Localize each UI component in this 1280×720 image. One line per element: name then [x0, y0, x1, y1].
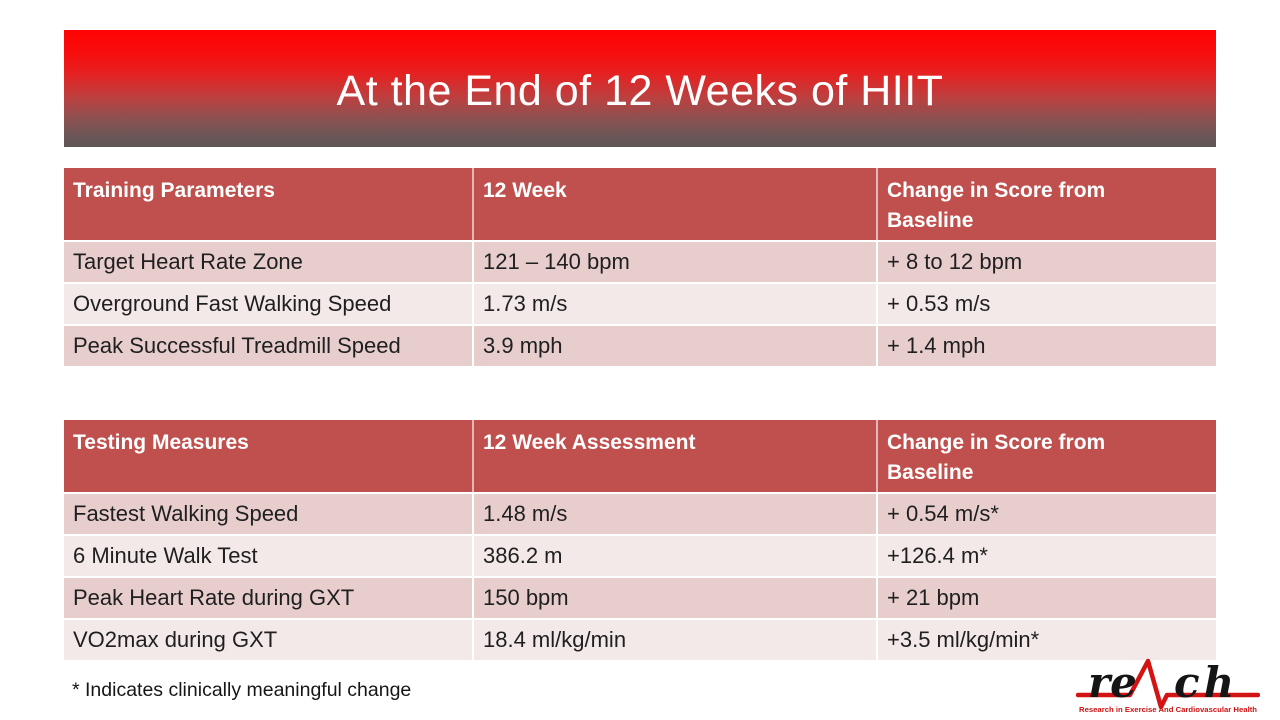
table-cell: + 1.4 mph [876, 324, 1216, 366]
table-row: VO2max during GXT 18.4 ml/kg/min +3.5 ml… [64, 618, 1216, 660]
table-cell: Peak Successful Treadmill Speed [64, 324, 472, 366]
footnote: * Indicates clinically meaningful change [72, 679, 412, 701]
column-header: Testing Measures [64, 420, 472, 492]
logo-word-re: re [1088, 658, 1137, 707]
table-cell: 150 bpm [472, 576, 876, 618]
table-cell: 386.2 m [472, 534, 876, 576]
table-cell: 121 – 140 bpm [472, 240, 876, 282]
table-cell: Target Heart Rate Zone [64, 240, 472, 282]
logo-tagline: Research in Exercise And Cardiovascular … [1079, 707, 1257, 714]
table-cell: + 21 bpm [876, 576, 1216, 618]
table-cell: 1.48 m/s [472, 492, 876, 534]
column-header: Change in Score from Baseline [876, 420, 1216, 492]
table-cell: Peak Heart Rate during GXT [64, 576, 472, 618]
column-header: 12 Week Assessment [472, 420, 876, 492]
column-header: Change in Score from Baseline [876, 168, 1216, 240]
table-cell: + 8 to 12 bpm [876, 240, 1216, 282]
table-row: Fastest Walking Speed 1.48 m/s + 0.54 m/… [64, 492, 1216, 534]
slide-title: At the End of 12 Weeks of HIIT [336, 67, 944, 115]
table-cell: 6 Minute Walk Test [64, 534, 472, 576]
table-cell: 18.4 ml/kg/min [472, 618, 876, 660]
logo-word-ch: ch [1174, 658, 1238, 707]
table-row: 6 Minute Walk Test 386.2 m +126.4 m* [64, 534, 1216, 576]
table-row: Target Heart Rate Zone 121 – 140 bpm + 8… [64, 240, 1216, 282]
training-parameters-table: Training Parameters 12 Week Change in Sc… [64, 168, 1216, 366]
table-cell: 1.73 m/s [472, 282, 876, 324]
testing-measures-table: Testing Measures 12 Week Assessment Chan… [64, 420, 1216, 660]
ecg-trace-icon [1076, 658, 1260, 710]
table-header-row: Training Parameters 12 Week Change in Sc… [64, 168, 1216, 240]
table-cell: +126.4 m* [876, 534, 1216, 576]
reach-logo: re ch Research in Exercise And Cardiovas… [1076, 658, 1260, 714]
table-cell: Overground Fast Walking Speed [64, 282, 472, 324]
table-row: Peak Heart Rate during GXT 150 bpm + 21 … [64, 576, 1216, 618]
title-banner: At the End of 12 Weeks of HIIT [64, 30, 1216, 147]
table-row: Overground Fast Walking Speed 1.73 m/s +… [64, 282, 1216, 324]
column-header: 12 Week [472, 168, 876, 240]
table-cell: VO2max during GXT [64, 618, 472, 660]
column-header: Training Parameters [64, 168, 472, 240]
table-header-row: Testing Measures 12 Week Assessment Chan… [64, 420, 1216, 492]
table-cell: + 0.54 m/s* [876, 492, 1216, 534]
table-cell: +3.5 ml/kg/min* [876, 618, 1216, 660]
table-cell: 3.9 mph [472, 324, 876, 366]
table-row: Peak Successful Treadmill Speed 3.9 mph … [64, 324, 1216, 366]
table-cell: + 0.53 m/s [876, 282, 1216, 324]
table-cell: Fastest Walking Speed [64, 492, 472, 534]
